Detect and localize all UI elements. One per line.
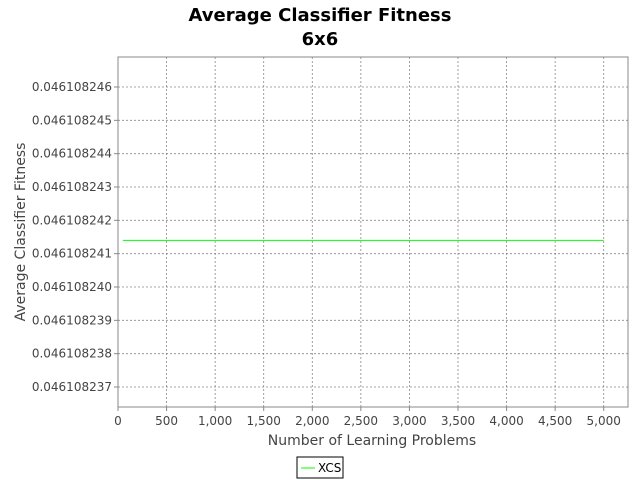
x-tick-label: 500 bbox=[155, 414, 178, 428]
x-tick-label: 3,500 bbox=[441, 414, 475, 428]
x-tick-label: 3,000 bbox=[392, 414, 426, 428]
x-axis-label: Number of Learning Problems bbox=[268, 433, 476, 449]
chart-title: Average Classifier Fitness bbox=[189, 5, 452, 26]
x-tick-label: 1,000 bbox=[198, 414, 232, 428]
x-tick-label: 0 bbox=[114, 414, 122, 428]
y-tick-label: 0.046108240 bbox=[32, 280, 112, 294]
x-tick-label: 4,500 bbox=[538, 414, 572, 428]
x-tick-label: 1,500 bbox=[247, 414, 281, 428]
y-tick-label: 0.046108239 bbox=[32, 313, 112, 327]
legend-box bbox=[296, 456, 344, 479]
x-tick-label: 4,000 bbox=[489, 414, 523, 428]
legend-label: XCS bbox=[318, 461, 341, 475]
y-tick-label: 0.046108243 bbox=[32, 180, 112, 194]
x-tick-label: 2,000 bbox=[295, 414, 329, 428]
y-tick-label: 0.046108244 bbox=[32, 147, 112, 161]
y-tick-label: 0.046108245 bbox=[32, 113, 112, 127]
y-axis-label: Average Classifier Fitness bbox=[13, 143, 29, 322]
axes: 0 500 1,000 1,500 2,000 2,500 3,000 3,500 4,000 4… bbox=[32, 80, 621, 428]
plot-area bbox=[117, 56, 629, 408]
legend: XCS bbox=[296, 456, 344, 479]
grid bbox=[118, 57, 628, 407]
y-tick-label: 0.046108237 bbox=[32, 380, 112, 394]
y-tick-label: 0.046108241 bbox=[32, 247, 112, 261]
chart-subtitle: 6x6 bbox=[302, 29, 339, 50]
y-tick-label: 0.046108246 bbox=[32, 80, 112, 94]
x-tick-label: 5,000 bbox=[587, 414, 621, 428]
y-tick-label: 0.046108238 bbox=[32, 347, 112, 361]
y-tick-label: 0.046108242 bbox=[32, 213, 112, 227]
x-tick-label: 2,500 bbox=[344, 414, 378, 428]
